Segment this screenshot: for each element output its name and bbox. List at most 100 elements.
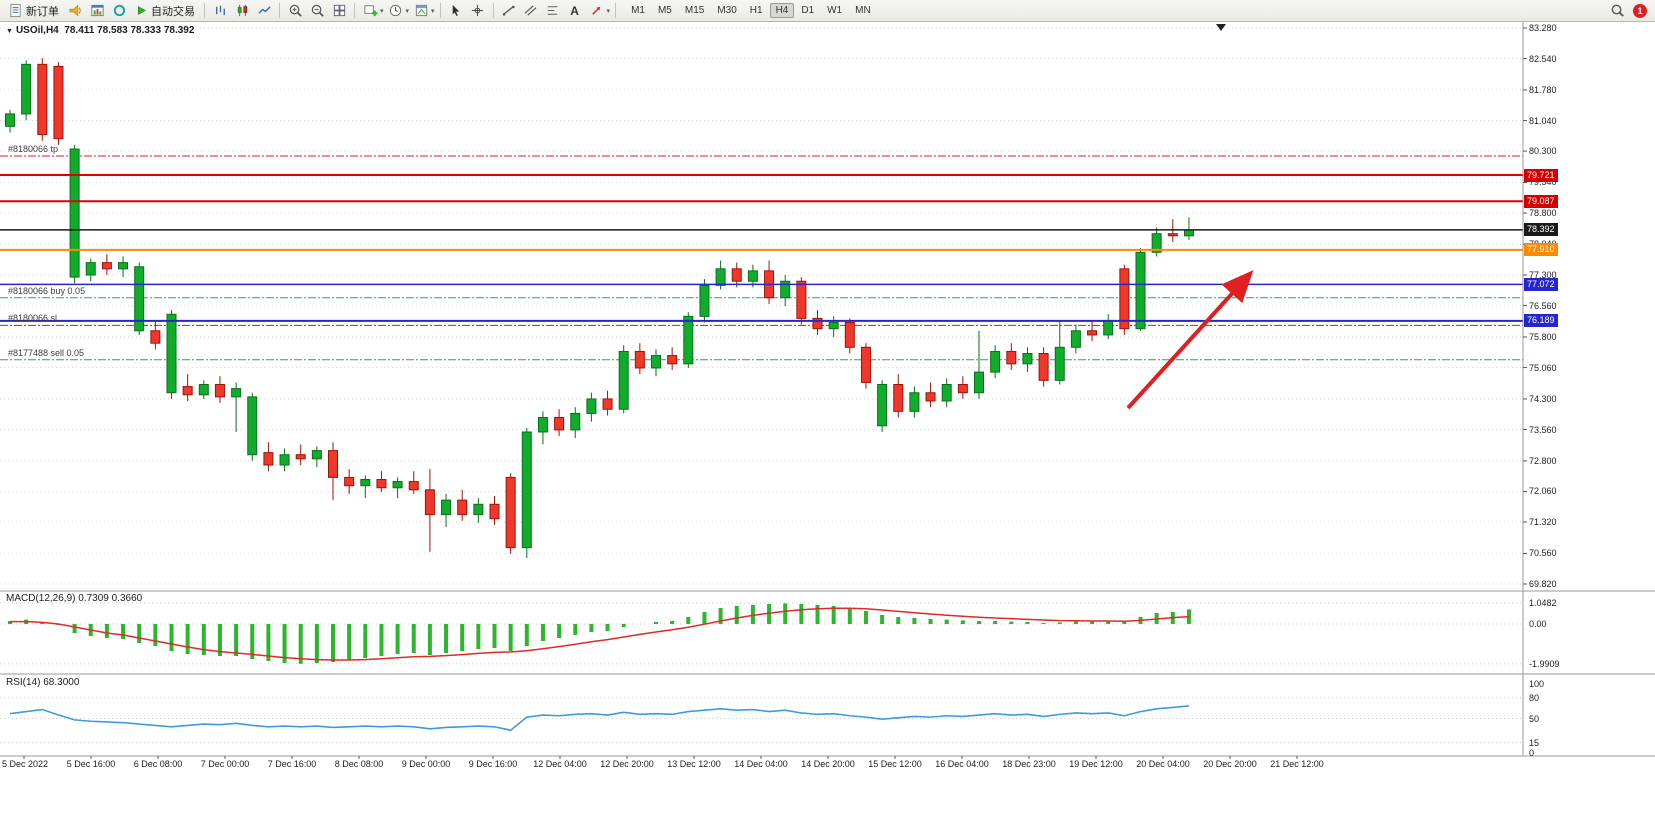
candle-body (5, 113, 15, 127)
timeframe-m5[interactable]: M5 (657, 5, 672, 16)
candle-body (328, 450, 338, 478)
chevron-down-icon[interactable]: ▾ (380, 7, 384, 15)
candle-body (796, 280, 807, 319)
macd-signal-line (10, 607, 1189, 661)
candle-body (521, 431, 532, 549)
candle-body (198, 383, 209, 396)
candle-body (182, 386, 193, 396)
candle-body (214, 383, 225, 398)
new-chart-button[interactable] (360, 2, 380, 20)
channel-button[interactable] (521, 2, 541, 20)
candle-body (1087, 330, 1098, 336)
candle-body (747, 270, 758, 282)
play-icon (138, 6, 147, 15)
text-tool-icon: A (570, 3, 579, 18)
symbol-dropdown-icon[interactable]: ▼ (6, 28, 13, 35)
candle-chart-type-button[interactable] (232, 2, 252, 20)
fibonacci-icon (547, 6, 558, 15)
zoom-in-button[interactable] (285, 2, 305, 20)
timeframe-group: M1 M5 M15 M30 H1 H4 D1 W1 MN (625, 3, 877, 18)
new-order-button[interactable]: 新订单 (4, 2, 63, 20)
market-watch-button[interactable] (87, 2, 107, 20)
symbol-title: ▼ USOil,H4 78.411 78.583 78.333 78.392 (6, 25, 194, 36)
alerts-button[interactable] (65, 2, 85, 20)
candle-body (118, 262, 129, 270)
rsi-indicator-title: RSI(14) 68.3000 (6, 677, 80, 688)
candle-body (667, 355, 678, 365)
timeframe-m1[interactable]: M1 (631, 5, 645, 16)
candle-body (990, 350, 1001, 373)
plus-chart-icon (363, 5, 378, 17)
trend-arrow[interactable] (1126, 270, 1254, 410)
cursor-button[interactable] (446, 2, 466, 20)
candle-body (53, 65, 64, 140)
timeframe-h4[interactable]: H4 (769, 3, 795, 18)
template-icon (415, 4, 427, 17)
symbol-name: USOil,H4 (15, 25, 59, 36)
candle-body (909, 392, 920, 412)
candle-body (699, 284, 710, 317)
toolbar: 新订单 自动交易 (0, 0, 1655, 22)
candle-body (634, 350, 645, 369)
timeframe-w1[interactable]: W1 (827, 5, 843, 16)
chevron-down-icon[interactable]: ▾ (606, 7, 611, 15)
horn-icon (69, 4, 81, 17)
timeframe-d1[interactable]: D1 (801, 5, 815, 16)
autoscroll-marker-icon[interactable] (1216, 24, 1226, 31)
timeframe-mn[interactable]: MN (855, 5, 871, 16)
time-axis[interactable] (0, 756, 1523, 776)
candle-body (893, 383, 904, 412)
macd-indicator-title: MACD(12,26,9) 0.7309 0.3660 (6, 593, 143, 604)
candle-body (408, 481, 419, 491)
candle-body (101, 262, 112, 270)
channel-icon (524, 5, 537, 16)
fibonacci-button[interactable] (543, 2, 563, 20)
zoom-out-button[interactable] (307, 2, 327, 20)
candle-body (263, 452, 274, 466)
candle-body (457, 499, 468, 516)
candle-body (489, 503, 500, 520)
chevron-down-icon[interactable]: ▾ (431, 7, 435, 15)
timeframe-m15[interactable]: M15 (684, 5, 705, 16)
arrow-shape-icon (592, 6, 601, 15)
rsi-line (9, 705, 1190, 732)
candle-body (150, 330, 161, 344)
crosshair-button[interactable] (468, 2, 488, 20)
notification-badge[interactable]: 1 (1633, 3, 1647, 18)
tile-windows-button[interactable] (329, 2, 349, 20)
candle-body (1119, 268, 1130, 330)
candle-body (247, 396, 258, 456)
candle-body (166, 313, 177, 394)
zoom-in-icon (289, 4, 302, 17)
candle-body (231, 388, 242, 398)
timeframe-h1[interactable]: H1 (749, 5, 763, 16)
chevron-down-icon[interactable]: ▾ (405, 7, 410, 15)
toolbar-separator (279, 3, 280, 18)
templates-button[interactable] (411, 2, 431, 20)
line-chart-type-button[interactable] (254, 2, 274, 20)
price-axis[interactable] (1523, 22, 1655, 756)
timeframe-m30[interactable]: M30 (717, 5, 737, 16)
candle-body (974, 371, 984, 394)
line-chart-icon (257, 6, 271, 14)
zoom-out-icon (311, 4, 324, 17)
candle-body (473, 503, 484, 516)
bar-chart-type-button[interactable] (210, 2, 230, 20)
candle-body (828, 322, 839, 330)
candle-body (812, 317, 823, 330)
community-button[interactable] (109, 2, 129, 20)
candle-body (69, 148, 80, 278)
chart-window-icon (90, 4, 104, 17)
candle-body (537, 417, 548, 433)
periods-button[interactable] (386, 2, 406, 20)
arrow-tool-button[interactable] (587, 2, 607, 20)
search-icon[interactable] (1610, 3, 1625, 18)
candle-body (715, 268, 726, 286)
trendline-button[interactable] (499, 2, 519, 20)
candle-body (1135, 251, 1146, 330)
candle-body (134, 266, 145, 332)
text-tool-button[interactable]: A (565, 2, 585, 20)
candle-body (780, 280, 791, 299)
auto-trading-button[interactable]: 自动交易 (131, 2, 199, 20)
